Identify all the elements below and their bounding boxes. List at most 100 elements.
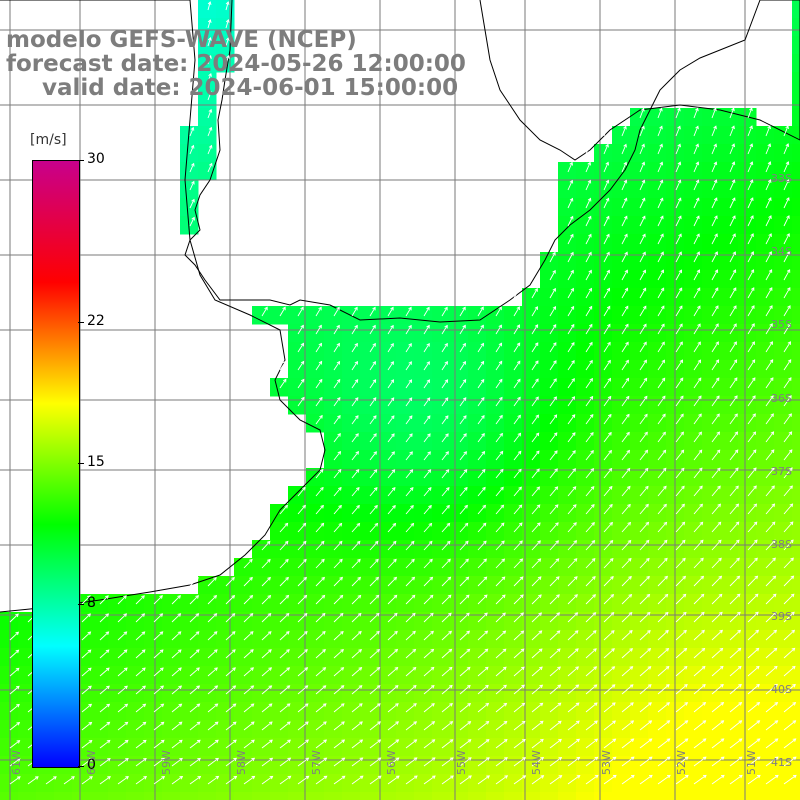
wind-arrow [513,288,520,299]
wind-arrow [477,415,485,425]
wind-speed-cell [234,702,253,721]
wind-arrow [207,631,218,641]
wind-arrow [711,215,718,227]
wind-arrow-head [318,306,322,311]
wind-arrow [639,684,652,695]
wind-arrow [351,775,364,785]
wind-speed-cell [774,612,793,631]
wind-arrow-head [607,413,612,418]
wind-arrow [279,505,288,515]
wind-arrow [171,703,182,713]
wind-speed-cell [342,720,361,739]
wind-arrow [333,451,341,461]
wind-arrow-head [250,667,254,671]
wind-speed-cell [0,792,19,800]
wind-speed-cell [612,396,631,415]
wind-speed-cell [468,738,487,757]
wind-arrow-head [391,469,396,473]
wind-arrow [783,756,797,767]
wind-arrow-head [391,451,395,455]
wind-arrow-head [284,522,289,527]
wind-arrow-head [661,377,666,382]
wind-arrow [639,162,645,173]
wind-arrow [99,613,109,623]
wind-arrow [477,666,489,677]
wind-arrow [225,37,229,47]
wind-arrow [765,756,779,767]
wind-arrow-head [700,575,705,580]
wind-arrow [225,776,237,785]
wind-speed-cell [792,378,800,397]
wind-arrow [621,468,631,479]
wind-arrow-head [141,649,146,653]
wind-speed-cell [432,756,451,775]
wind-speed-cell [774,666,793,685]
wind-speed-cell [756,234,775,253]
wind-arrow [351,667,362,677]
wind-speed-cell [0,648,19,667]
wind-arrow [405,559,415,569]
wind-arrow [369,757,381,767]
wind-arrow-head [623,197,628,202]
wind-arrow [585,198,591,209]
wind-arrow-head [373,451,377,455]
wind-arrow [693,558,704,569]
wind-arrow [603,306,611,317]
wind-arrow-head [355,451,359,455]
wind-arrow-head [575,648,579,652]
wind-arrow-head [225,19,230,23]
wind-arrow-head [768,287,773,291]
wind-speed-cell [648,594,667,613]
wind-arrow [765,377,774,389]
wind-arrow [423,397,431,407]
wind-arrow [693,126,699,137]
wind-speed-cell [252,666,271,685]
wind-arrow [621,234,628,245]
wind-speed-cell [630,396,649,415]
wind-arrow [333,343,340,353]
wind-arrow-head [161,776,166,780]
wind-arrow-head [752,449,757,454]
wind-arrow [153,776,165,785]
wind-arrow-head [535,360,539,365]
wind-arrow [333,541,343,551]
wind-speed-cell [216,738,235,757]
wind-arrow-head [522,775,527,779]
wind-arrow [711,485,721,497]
wind-speed-cell [684,180,703,199]
wind-arrow [333,361,340,371]
wind-arrow-head [124,685,128,690]
wind-arrow-head [304,667,309,671]
wind-arrow [603,198,609,209]
wind-arrow-head [409,469,414,473]
wind-arrow-head [501,594,506,599]
wind-arrow [711,503,721,515]
wind-arrow [657,287,665,299]
wind-arrow [513,415,521,425]
wind-arrow [405,433,413,443]
wind-arrow [747,738,761,749]
wind-arrow-head [642,305,647,310]
wind-arrow-head [788,413,792,417]
wind-arrow-head [696,251,700,256]
wind-arrow [603,558,614,569]
wind-arrow [477,451,485,461]
wind-arrow-head [251,757,256,762]
wind-arrow-head [751,323,755,327]
wind-speed-cell [576,630,595,649]
wind-arrow [621,666,633,677]
wind-arrow-head [427,469,432,473]
wind-arrow [747,485,757,497]
wind-speed-cell [720,684,739,703]
wind-arrow-head [535,450,540,455]
wind-arrow [369,379,376,389]
wind-arrow [711,648,723,659]
wind-arrow-head [249,631,254,635]
wind-arrow-head [569,179,574,184]
wind-arrow-head [792,774,797,779]
wind-arrow [351,379,359,389]
wind-arrow [189,667,200,677]
wind-arrow-head [356,522,361,527]
wind-speed-cell [306,522,325,541]
wind-arrow-head [447,558,451,563]
